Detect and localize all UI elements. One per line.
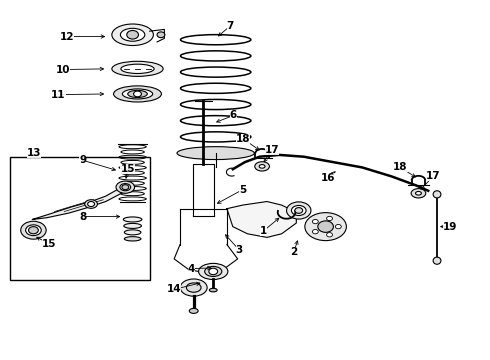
Text: 9: 9	[79, 155, 86, 165]
Text: 10: 10	[56, 64, 71, 75]
Polygon shape	[32, 184, 128, 220]
Text: 3: 3	[236, 245, 243, 255]
Circle shape	[88, 202, 95, 207]
Ellipse shape	[433, 191, 441, 198]
Circle shape	[134, 91, 142, 97]
Circle shape	[318, 221, 333, 232]
Circle shape	[327, 216, 333, 221]
Ellipse shape	[121, 28, 145, 41]
Ellipse shape	[433, 257, 441, 264]
Ellipse shape	[123, 217, 142, 222]
Circle shape	[157, 32, 165, 38]
Ellipse shape	[121, 64, 154, 73]
Text: 14: 14	[167, 284, 181, 294]
Text: 2: 2	[290, 247, 297, 257]
Ellipse shape	[287, 202, 311, 219]
Ellipse shape	[112, 24, 153, 45]
Text: 18: 18	[236, 134, 250, 144]
Text: 8: 8	[79, 212, 86, 221]
Ellipse shape	[205, 266, 222, 276]
Text: 18: 18	[393, 162, 408, 172]
Text: 17: 17	[426, 171, 441, 181]
Ellipse shape	[25, 225, 41, 235]
Bar	[10, 157, 150, 280]
Text: 19: 19	[443, 222, 457, 231]
Ellipse shape	[198, 264, 228, 279]
Ellipse shape	[124, 224, 142, 228]
Circle shape	[295, 208, 303, 213]
Ellipse shape	[259, 165, 265, 168]
Ellipse shape	[411, 189, 426, 198]
Ellipse shape	[255, 162, 270, 171]
Ellipse shape	[116, 181, 135, 193]
Ellipse shape	[85, 200, 98, 208]
Ellipse shape	[416, 192, 421, 195]
Ellipse shape	[114, 86, 161, 102]
Text: 4: 4	[188, 264, 195, 274]
Circle shape	[28, 226, 38, 234]
Circle shape	[313, 220, 318, 224]
Text: 6: 6	[230, 111, 237, 121]
Polygon shape	[227, 202, 296, 237]
Ellipse shape	[209, 288, 217, 292]
Ellipse shape	[292, 206, 306, 216]
Circle shape	[327, 233, 333, 237]
Ellipse shape	[122, 89, 153, 99]
Ellipse shape	[189, 309, 198, 314]
Text: 7: 7	[227, 21, 234, 31]
Ellipse shape	[124, 237, 141, 241]
Text: 13: 13	[26, 148, 41, 158]
Text: 11: 11	[51, 90, 66, 100]
Ellipse shape	[128, 90, 147, 98]
Circle shape	[127, 31, 139, 39]
Ellipse shape	[21, 221, 46, 239]
Circle shape	[335, 225, 341, 229]
Ellipse shape	[177, 147, 254, 159]
Text: 15: 15	[42, 239, 57, 249]
Text: 5: 5	[239, 185, 246, 195]
Ellipse shape	[120, 184, 131, 191]
Text: 15: 15	[121, 164, 135, 174]
Ellipse shape	[305, 213, 346, 240]
Circle shape	[209, 268, 218, 275]
Text: 12: 12	[59, 32, 74, 41]
Text: 17: 17	[265, 144, 279, 154]
Ellipse shape	[180, 279, 207, 296]
Ellipse shape	[112, 61, 163, 76]
Text: 1: 1	[260, 226, 267, 236]
Ellipse shape	[186, 283, 201, 292]
Ellipse shape	[124, 230, 141, 235]
Text: 16: 16	[321, 173, 335, 183]
Circle shape	[313, 230, 318, 234]
Circle shape	[122, 185, 129, 190]
